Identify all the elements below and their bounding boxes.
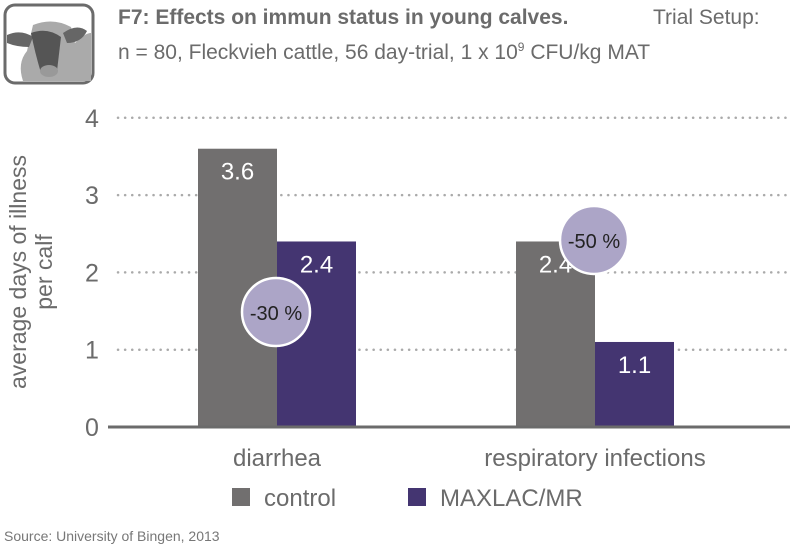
legend-swatch xyxy=(408,488,426,506)
bar-value-label: 1.1 xyxy=(618,352,651,379)
y-tick-label: 1 xyxy=(85,337,99,365)
bar-value-label: 3.6 xyxy=(221,159,254,186)
x-tick-label: respiratory infections xyxy=(484,445,705,472)
source-note: Source: University of Bingen, 2013 xyxy=(4,528,220,544)
legend-label: control xyxy=(264,485,336,512)
y-tick-label: 0 xyxy=(85,414,99,442)
reduction-label: -30 % xyxy=(250,303,302,325)
y-tick-label: 2 xyxy=(85,259,99,287)
bar-value-label: 2.4 xyxy=(300,251,333,278)
y-tick-label: 4 xyxy=(85,105,99,133)
legend-label: MAXLAC/MR xyxy=(440,485,583,512)
x-tick-label: diarrhea xyxy=(233,445,322,472)
y-tick-label: 3 xyxy=(85,182,99,210)
bar-maxlac-mr xyxy=(595,341,674,427)
trial-setup-label: Trial Setup: xyxy=(653,6,760,29)
y-axis-label: average days of illnessper calf xyxy=(5,155,57,389)
reduction-badge xyxy=(240,276,312,348)
chart-title: F7: Effects on immun status in young cal… xyxy=(118,6,569,29)
reduction-label: -50 % xyxy=(568,231,620,253)
legend-swatch xyxy=(232,488,250,506)
reduction-badge xyxy=(558,204,630,276)
cow-head-icon xyxy=(3,3,95,85)
chart-subtitle: n = 80, Fleckvieh cattle, 56 day-trial, … xyxy=(118,40,651,64)
